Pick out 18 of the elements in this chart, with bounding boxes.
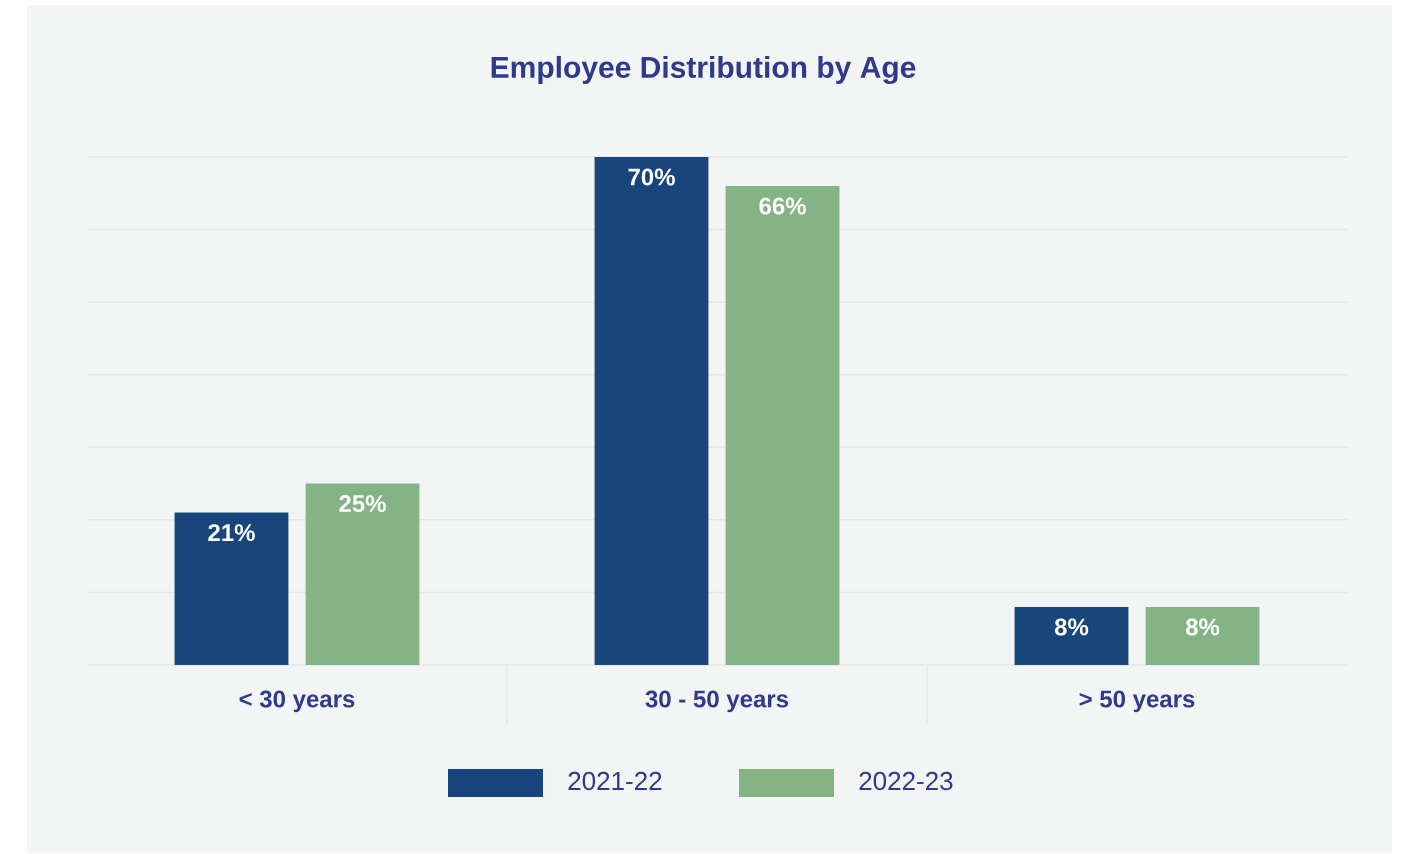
data-label: 21% xyxy=(208,524,255,542)
x-tick-label: > 50 years xyxy=(1079,690,1195,713)
x-tick-label: 30 - 50 years xyxy=(645,690,789,713)
chart-title: Employee Distribution by Age xyxy=(491,55,916,85)
bar xyxy=(1145,606,1260,665)
data-label: 66% xyxy=(759,197,806,215)
bar xyxy=(594,157,709,665)
bar xyxy=(725,186,840,665)
data-label: 25% xyxy=(339,495,386,513)
data-label: 8% xyxy=(1185,618,1220,636)
bar xyxy=(1014,606,1129,665)
data-label: 8% xyxy=(1054,618,1089,636)
data-label: 70% xyxy=(628,168,675,186)
legend-label: 2021-22 xyxy=(568,771,662,791)
legend-label: 2022-23 xyxy=(859,771,953,791)
bar xyxy=(305,483,420,665)
x-tick-label: < 30 years xyxy=(239,690,355,713)
bar xyxy=(174,512,289,665)
